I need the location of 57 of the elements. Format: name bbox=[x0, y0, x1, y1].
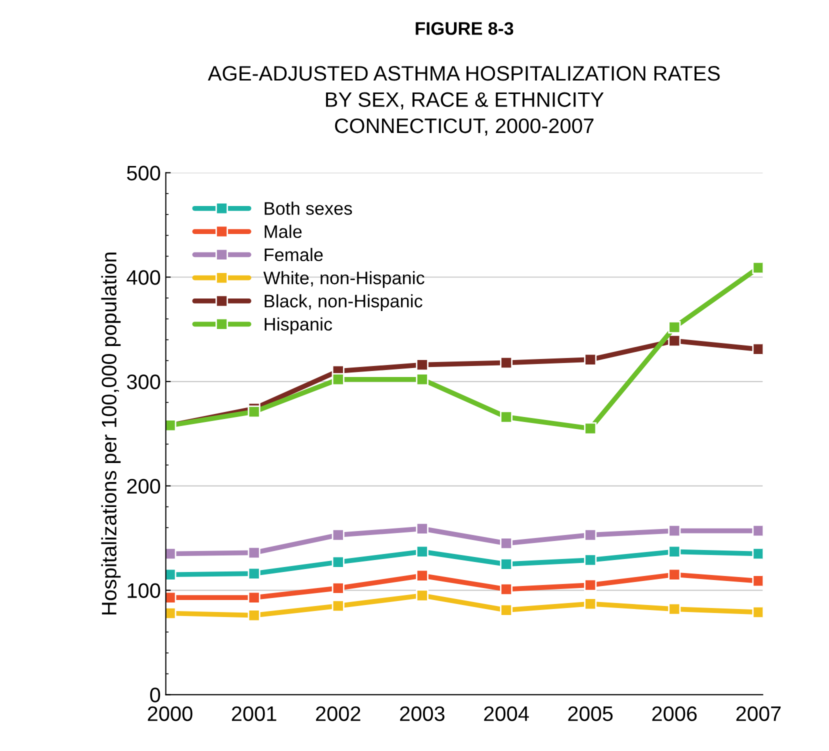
point bbox=[500, 582, 513, 596]
legend-label: Hispanic bbox=[264, 317, 332, 334]
point bbox=[668, 334, 681, 348]
y-tick-label: 500 bbox=[127, 166, 160, 180]
x-tick-label: 2007 bbox=[736, 706, 781, 722]
point bbox=[584, 598, 597, 610]
point bbox=[500, 410, 513, 424]
point bbox=[416, 589, 428, 602]
y-axis-title: Hospitalizations per 100,000 population bbox=[101, 252, 121, 614]
point bbox=[248, 567, 260, 580]
point bbox=[332, 582, 344, 594]
point bbox=[500, 604, 513, 616]
point bbox=[668, 602, 681, 616]
y-tick-label: 300 bbox=[126, 374, 160, 390]
point bbox=[332, 556, 344, 568]
point bbox=[248, 591, 260, 604]
legend-label: White, non-Hispanic bbox=[263, 271, 424, 288]
point bbox=[248, 609, 260, 622]
point bbox=[668, 320, 681, 334]
x-tick-label: 2003 bbox=[400, 706, 444, 722]
point bbox=[416, 569, 428, 582]
x-tick-label: 2004 bbox=[484, 706, 529, 722]
x-tick-label: 2001 bbox=[232, 706, 276, 722]
legend-label: Both sexes bbox=[264, 202, 352, 215]
point bbox=[584, 422, 597, 435]
point bbox=[584, 578, 597, 592]
y-tick-label: 400 bbox=[126, 270, 160, 285]
point bbox=[416, 373, 428, 386]
point bbox=[332, 528, 344, 542]
point bbox=[248, 406, 260, 418]
legend-label: Male bbox=[264, 224, 302, 238]
x-tick-label: 2006 bbox=[652, 706, 697, 722]
point bbox=[500, 558, 513, 570]
x-tick-label: 2005 bbox=[568, 706, 613, 722]
point bbox=[668, 524, 681, 538]
point bbox=[584, 353, 597, 366]
point bbox=[584, 528, 597, 542]
point bbox=[416, 522, 428, 535]
x-tick-label: 2000 bbox=[148, 706, 192, 722]
x-tick-label: 2002 bbox=[316, 706, 360, 722]
point bbox=[584, 554, 597, 566]
chart-title: FIGURE 8-3 bbox=[416, 22, 514, 35]
point bbox=[416, 545, 428, 558]
point bbox=[500, 356, 513, 369]
point bbox=[416, 358, 428, 372]
point bbox=[500, 537, 513, 550]
point bbox=[332, 373, 344, 386]
y-tick-label: 100 bbox=[128, 583, 160, 598]
point bbox=[332, 600, 344, 612]
legend-label: Black, non-Hispanic bbox=[264, 294, 422, 312]
chart-subtitle: AGE-ADJUSTED ASTHMA HOSPITALIZATION RATES BY SEX, RACE & ETHNICITY CONNECTICUT, 2000-2007 bbox=[208, 66, 720, 136]
legend-label: Female bbox=[264, 248, 323, 262]
point bbox=[668, 568, 681, 581]
point bbox=[668, 545, 681, 558]
y-tick-label: 0 bbox=[150, 688, 160, 702]
y-tick-label: 200 bbox=[127, 478, 160, 494]
point bbox=[248, 546, 260, 559]
